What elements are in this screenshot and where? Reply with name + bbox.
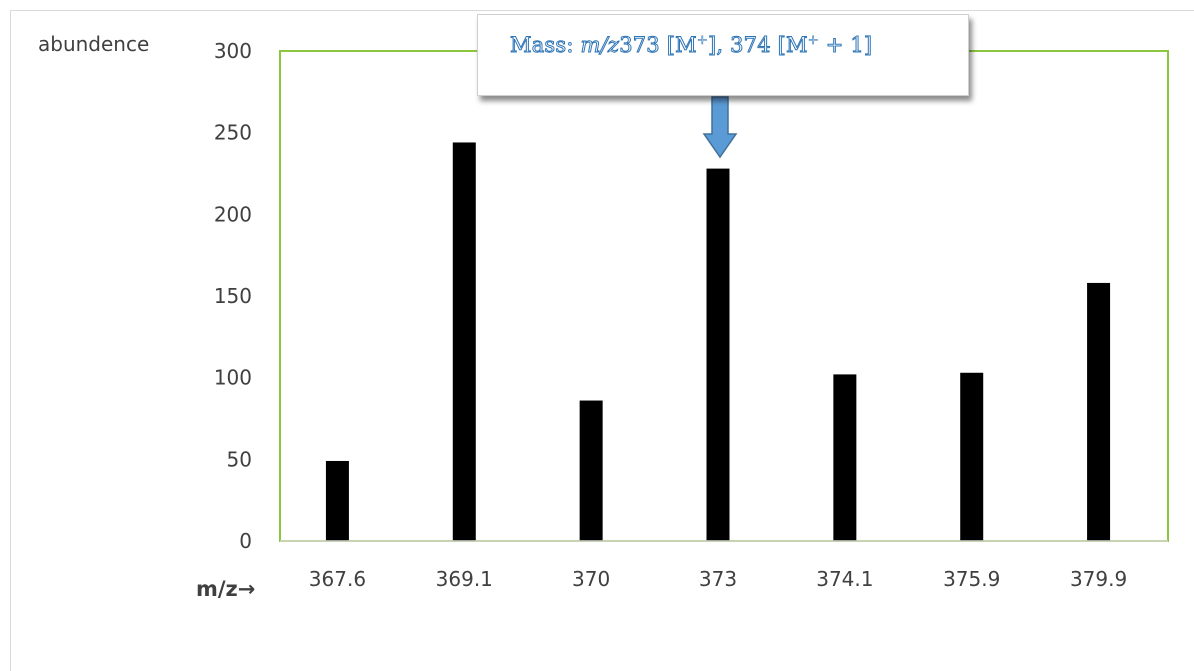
x-axis-label: m/z→: [196, 577, 255, 601]
down-arrow-shape: [702, 96, 738, 159]
y-tick-label: 100: [214, 366, 252, 390]
annotation-sup-2: +: [807, 33, 819, 49]
y-tick-label: 250: [214, 121, 252, 145]
x-tick-labels: 367.6 369.1 370 373 374.1 375.9 379.9: [309, 567, 1127, 591]
x-tick-label: 367.6: [309, 567, 366, 591]
x-tick-label: 373: [699, 567, 737, 591]
bar-367.6: [325, 460, 349, 541]
bar-369.1: [452, 142, 476, 541]
annotation-suffix: + 1]: [818, 33, 873, 58]
x-tick-label: 379.9: [1070, 567, 1127, 591]
y-tick-labels: 0 50 100 150 200 250 300: [214, 39, 252, 553]
x-tick-label: 370: [572, 567, 610, 591]
y-axis-label: abundence: [38, 32, 149, 56]
y-tick-label: 0: [239, 529, 252, 553]
down-arrow-icon: [702, 96, 738, 159]
x-tick-label: 369.1: [436, 567, 493, 591]
bars: [325, 142, 1111, 541]
y-tick-label: 150: [214, 284, 252, 308]
bar-374.1: [833, 374, 857, 541]
bar-379.9: [1087, 282, 1111, 541]
annotation-mz: m/z: [580, 33, 620, 58]
bar-373: [706, 168, 730, 541]
annotation-value-1: 373 [M: [619, 33, 697, 58]
x-tick-label: 375.9: [943, 567, 1000, 591]
annotation-mid: ], 374 [M: [707, 33, 808, 58]
annotation-sup-1: +: [696, 33, 708, 49]
mass-annotation-callout: Mass: m/z373 [M+], 374 [M+ + 1]: [477, 14, 969, 96]
bar-375.9: [960, 372, 984, 541]
x-tick-label: 374.1: [816, 567, 873, 591]
annotation-prefix: Mass:: [510, 33, 581, 58]
chart-frame: [10, 10, 1194, 671]
y-tick-label: 300: [214, 39, 252, 63]
y-tick-label: 200: [214, 202, 252, 226]
bar-370: [579, 400, 603, 541]
y-tick-label: 50: [227, 447, 252, 471]
mass-annotation-text: Mass: m/z373 [M+], 374 [M+ + 1]: [510, 33, 873, 58]
